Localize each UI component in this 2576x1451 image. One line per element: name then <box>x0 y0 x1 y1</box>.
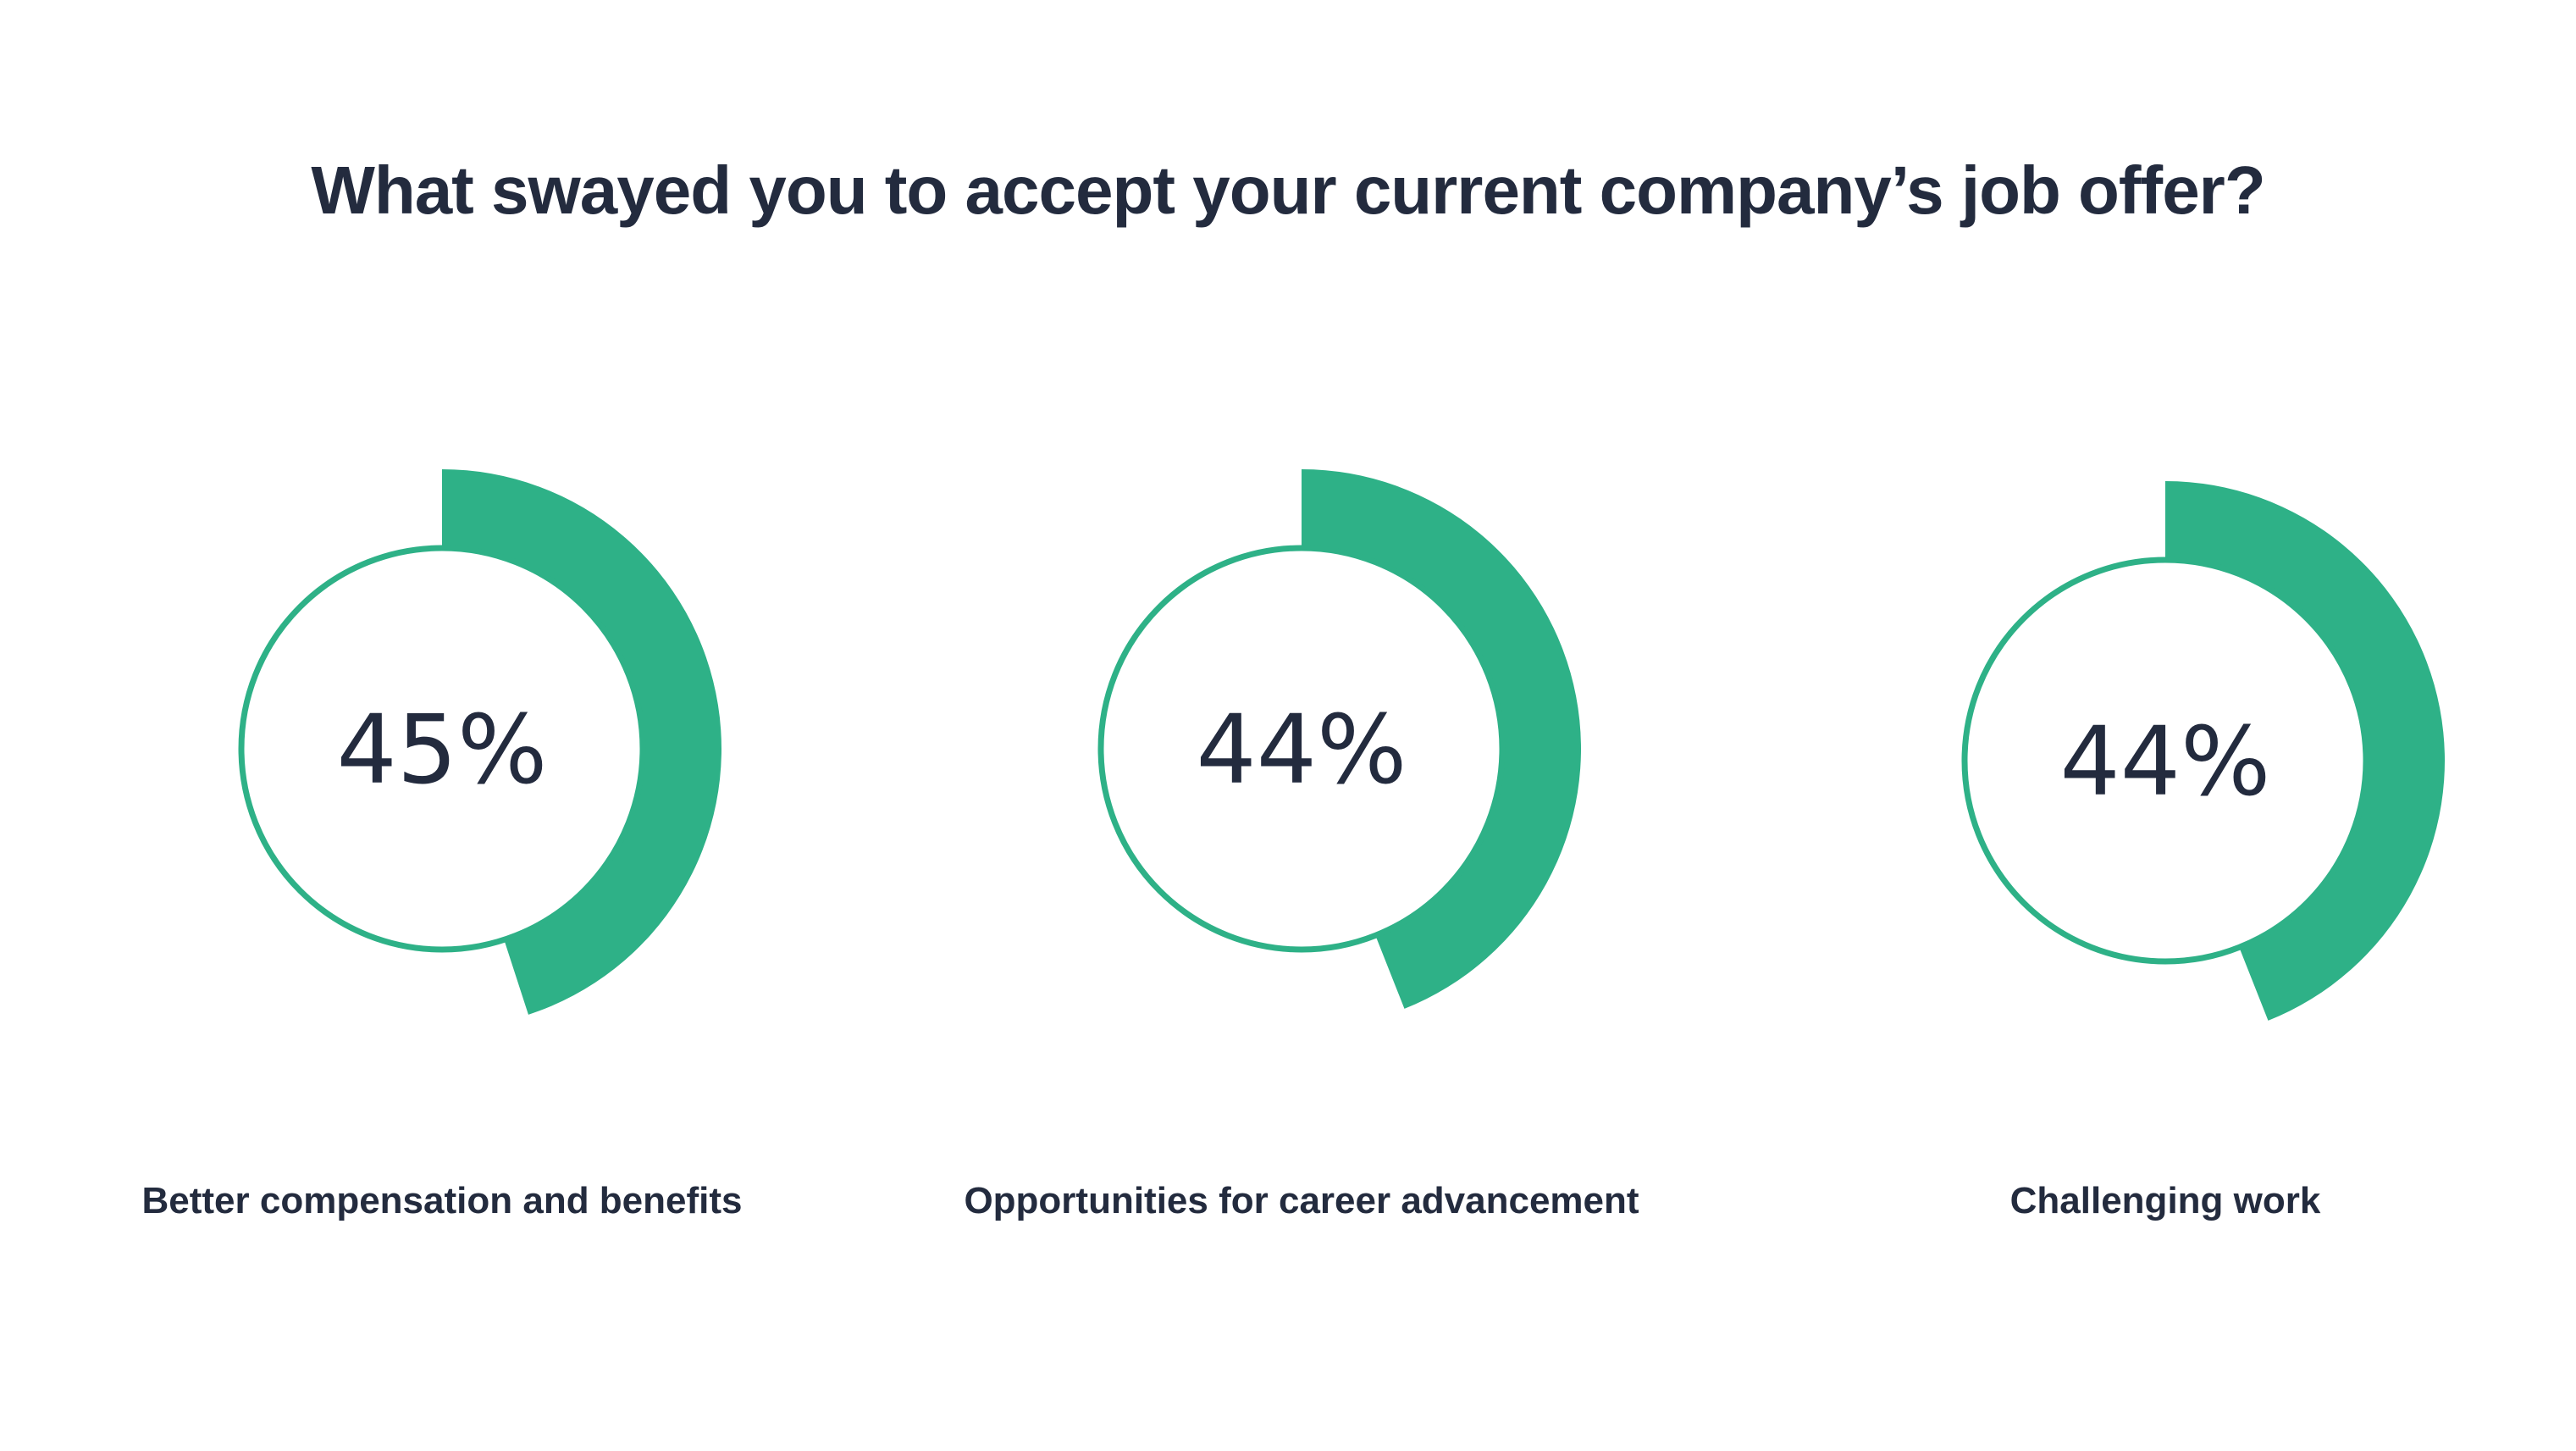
chart-title: What swayed you to accept your current c… <box>311 152 2264 228</box>
value-label-3: 44% <box>2060 707 2271 817</box>
category-label-1: Better compensation and benefits <box>141 1180 742 1221</box>
value-label-2: 44% <box>1197 695 1407 806</box>
donut-arc-2 <box>1302 469 1581 1009</box>
donut-arc-3 <box>2165 481 2445 1021</box>
donut-inner-circle-2 <box>1097 545 1506 953</box>
donut-inner-circle-3 <box>1961 557 2369 965</box>
donut-inner-circle-1 <box>238 545 646 953</box>
category-label-3: Challenging work <box>2010 1180 2321 1221</box>
donut-group: 45% Better compensation and benefits 44% Op… <box>141 469 2445 1221</box>
donut-arc-1 <box>442 469 721 1015</box>
category-label-2: Opportunities for career advancement <box>964 1180 1639 1221</box>
value-label-1: 45% <box>337 695 548 806</box>
